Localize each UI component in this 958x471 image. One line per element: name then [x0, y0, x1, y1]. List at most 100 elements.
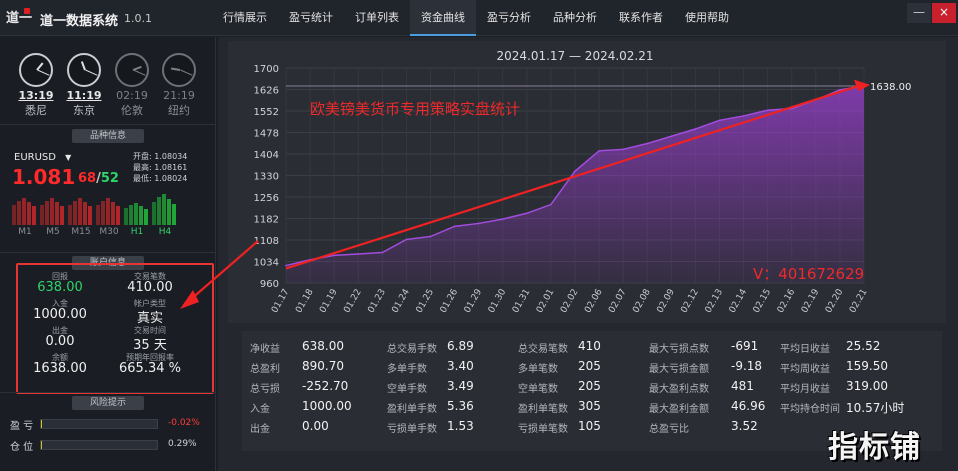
- price-quote: 68/52: [78, 171, 119, 186]
- x-tick-label: 01.25: [415, 288, 437, 315]
- x-tick-label: 02.08: [631, 287, 653, 315]
- menu-item[interactable]: 资金曲线: [410, 0, 476, 36]
- x-tick-label: 02.06: [583, 287, 605, 315]
- data-point: [670, 135, 673, 138]
- timeframe-bar: [152, 193, 178, 225]
- stat-value: 159.50: [846, 359, 888, 373]
- stat-label: 平均持仓时间: [780, 404, 840, 415]
- data-point: [766, 109, 769, 111]
- stat-label: 平均周收益: [780, 364, 830, 375]
- clock-time: 21:19: [163, 89, 195, 102]
- annotation-arrow-head: [854, 79, 870, 92]
- stat-label: 总交易手数: [387, 344, 437, 355]
- x-tick-label: 01.18: [294, 287, 316, 315]
- close-button[interactable]: ×: [932, 3, 956, 23]
- minimize-button[interactable]: —: [907, 3, 931, 23]
- stat-value: 205: [578, 379, 601, 393]
- stat-label: 空单手数: [387, 384, 427, 395]
- x-tick-label: 01.29: [463, 287, 485, 315]
- chevron-down-icon: ▼: [65, 153, 72, 162]
- stat-value: 410: [578, 339, 601, 353]
- x-tick-label: 02.15: [752, 288, 774, 315]
- data-point: [839, 88, 841, 91]
- clock-icon: [162, 53, 196, 87]
- risk-bar: [40, 440, 158, 450]
- stat-value: 1.53: [447, 419, 474, 433]
- timeframe-label[interactable]: M30: [99, 227, 119, 237]
- x-tick-label: 02.21: [848, 288, 870, 315]
- data-point: [453, 225, 456, 228]
- x-tick-label: 02.01: [535, 288, 557, 315]
- clock-time: 11:19: [66, 89, 102, 102]
- stat-value: 0.00: [302, 419, 329, 433]
- data-point: [285, 264, 287, 267]
- data-point: [718, 119, 721, 122]
- symbol-select[interactable]: EURUSD ▼: [14, 152, 72, 163]
- x-tick-label: 02.20: [824, 287, 846, 315]
- high-price: 最高: 1.08161: [133, 163, 188, 172]
- clock: 11:19 东京: [65, 53, 103, 118]
- menu-item[interactable]: 使用帮助: [685, 11, 729, 24]
- data-point: [694, 128, 697, 130]
- data-point: [646, 142, 649, 145]
- account-value: 638.00: [37, 280, 83, 295]
- stat-label: 总盈亏比: [649, 424, 689, 435]
- stat-label: 最大盈利点数: [649, 384, 709, 395]
- clock: 02:19 伦敦: [113, 53, 151, 118]
- stat-value: 5.36: [447, 399, 474, 413]
- stat-label: 最大盈利金额: [649, 404, 709, 415]
- stat-label: 净收益: [250, 344, 280, 355]
- account-label: 回报: [52, 272, 68, 281]
- y-tick-label: 1182: [254, 215, 279, 226]
- timeframe-bar: [68, 195, 94, 225]
- clock: 13:19 悉尼: [17, 53, 55, 118]
- timeframe-label[interactable]: H4: [158, 227, 172, 237]
- equity-curve-chart: 2024.01.17 — 2024.02.21 960 1034 1108 1182 12…: [254, 49, 912, 315]
- account-value: 665.34 %: [119, 361, 181, 376]
- stat-label: 盈利单手数: [387, 404, 437, 415]
- x-tick-label: 01.17: [270, 288, 292, 315]
- watermark: 指标铺: [828, 430, 921, 465]
- clock-time: 13:19: [18, 89, 54, 102]
- account-value: 真实: [136, 311, 163, 326]
- timeframe-label[interactable]: M1: [18, 227, 32, 237]
- data-point: [501, 218, 504, 220]
- annotation-arrow: [285, 84, 861, 270]
- data-point: [526, 212, 528, 215]
- stat-value: -252.70: [302, 379, 349, 393]
- clock-time: 02:19: [116, 89, 148, 102]
- stat-label: 空单笔数: [518, 384, 558, 395]
- account-label: 余额: [52, 353, 68, 362]
- stat-label: 盈利单笔数: [518, 404, 568, 415]
- menu-item[interactable]: 盈亏分析: [487, 11, 531, 24]
- menu-item[interactable]: 品种分析: [553, 11, 597, 24]
- stat-label: 亏损单手数: [387, 424, 437, 435]
- y-tick-label: 1256: [254, 193, 279, 204]
- stat-value: 890.70: [302, 359, 344, 373]
- timeframe-label[interactable]: M15: [71, 227, 91, 237]
- menu-item[interactable]: 订单列表: [355, 11, 399, 24]
- price-main: 1.081: [12, 165, 76, 189]
- risk-label: 盈 亏: [10, 421, 34, 432]
- menu-item[interactable]: 盈亏统计: [289, 11, 333, 24]
- app-logo: 道一: [6, 6, 34, 30]
- title-bar: 道一 道一数据系统 1.0.1 行情展示 盈亏统计 订单列表 资金曲线 盈亏分析 品种分析…: [0, 0, 958, 36]
- account-label: 交易笔数: [134, 272, 166, 281]
- account-value: 410.00: [127, 280, 173, 295]
- x-tick-label: 01.23: [366, 288, 388, 315]
- menu-item[interactable]: 联系作者: [619, 11, 663, 24]
- data-point: [742, 115, 745, 117]
- clock-icon: [19, 53, 53, 87]
- risk-panel-title: 风险提示: [72, 396, 144, 410]
- x-tick-label: 02.02: [559, 288, 581, 315]
- data-point: [550, 203, 552, 206]
- timeframe-label[interactable]: H1: [130, 227, 144, 237]
- timeframe-label[interactable]: M5: [46, 227, 60, 237]
- y-tick-label: 1108: [254, 236, 279, 247]
- menu-item[interactable]: 行情展示: [223, 11, 267, 24]
- account-value: 1000.00: [33, 307, 87, 322]
- y-tick-label: 960: [260, 279, 279, 290]
- low-price: 最低: 1.08024: [133, 174, 188, 183]
- stats-table: 净收益 638.00 总盈利 890.70 总亏损 -252.70 入金 1000.00 出金 0…: [242, 331, 942, 451]
- x-tick-label: 01.19: [318, 287, 340, 315]
